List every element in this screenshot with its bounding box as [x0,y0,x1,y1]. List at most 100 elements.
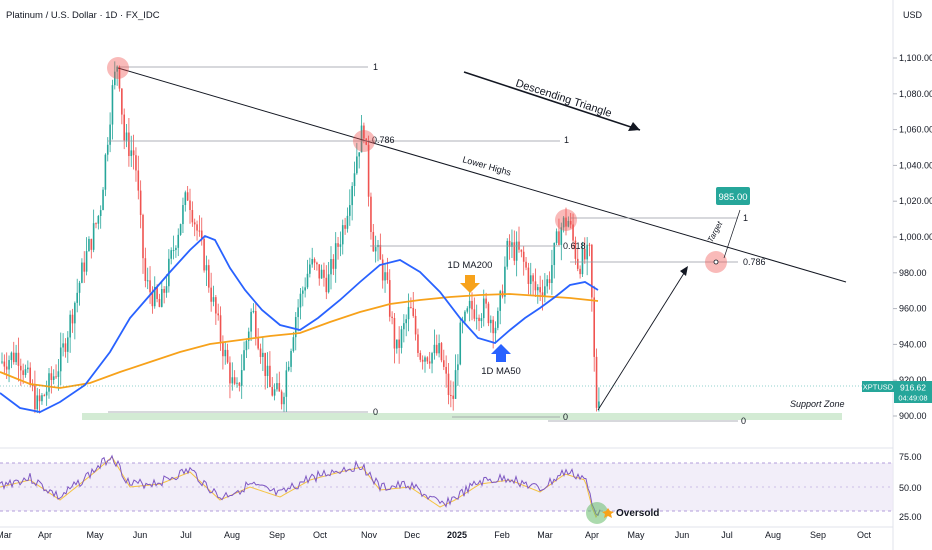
candle-body [384,272,386,281]
candle-body [334,243,337,269]
candle-body [8,360,10,370]
candle-body [278,383,281,392]
candle-body [132,150,135,156]
candle-body [81,262,83,283]
candle-body [106,144,109,155]
candle-body [306,273,309,288]
candle-body [576,258,579,269]
candle-body [555,231,558,243]
candle-body [15,352,17,363]
x-tick-label: Apr [38,530,52,540]
candle-body [22,370,24,375]
candle-body [5,366,8,370]
fib-a-top-label: 1 [373,62,378,72]
candle-body [363,125,365,139]
candle-body [490,319,492,324]
candle-body [558,231,560,245]
candle-body [316,262,318,265]
candle-body [360,125,363,153]
candle-body [83,262,86,272]
candle-body [142,214,144,259]
candle-body [41,395,43,402]
candle-body [433,344,436,354]
candle-body [182,205,184,225]
candle-body [349,205,351,216]
arrow-head-icon [628,122,640,131]
y-tick-label: 1,040.00 [899,160,932,170]
rsi-tick-label: 75.00 [899,452,922,462]
candle-body [297,307,299,318]
candle-body [341,225,344,245]
candle-body [548,279,551,284]
candle-body [31,384,34,386]
candle-body [247,331,250,341]
candle-body [485,298,487,304]
candle-body [313,259,316,263]
candle-body [109,124,111,145]
target-price-tag [716,187,750,205]
last-price-tag [894,381,932,403]
high-circle-3 [555,209,577,231]
candle-body [151,292,154,307]
candle-body [78,282,81,293]
candle-body [492,319,494,334]
candle-body [222,341,224,357]
symbol-tag-text: XPTUSD [863,383,894,392]
candle-body [135,155,137,171]
time-axis[interactable]: Mar Apr May Jun Jul Aug Sep Oct Nov Dec 2025 Feb Mar… [0,530,871,540]
candle-body [95,223,97,225]
rsi-tick-label: 50.00 [899,483,922,493]
candle-body [311,259,313,265]
ma50-line [0,234,599,413]
candle-body [327,274,330,293]
fib-b-bottom-label: 0 [563,412,568,422]
y-tick-label: 1,020.00 [899,196,932,206]
candle-body [215,297,217,314]
candle-body [351,186,353,206]
x-tick-label: 2025 [447,530,467,540]
price-axis[interactable]: 1,100.00 1,080.00 1,060.00 1,040.00 1,020.00… [893,53,932,421]
x-tick-label: Jul [180,530,192,540]
high-circle-1 [107,57,129,79]
x-tick-label: Aug [765,530,781,540]
candle-body [511,242,513,247]
candle-body [475,317,478,319]
candle-body [464,311,466,322]
candle-body [156,286,158,299]
candle-body [539,287,541,293]
candle-body [403,323,405,330]
candle-body [447,373,450,396]
candle-body [224,349,227,357]
candle-body [189,200,191,211]
candle-body [45,391,48,396]
candle-body [318,264,321,279]
candle-body [252,311,255,313]
candle-body [219,315,222,342]
candle-body [567,220,570,227]
x-tick-label: Dec [404,530,421,540]
candle-body [24,369,27,375]
candle-body [527,267,530,284]
candle-body [299,293,302,308]
last-price-text: 916.62 [900,383,926,393]
lower-highs-trendline [117,67,847,283]
candle-body [269,365,271,387]
candle-body [123,114,125,141]
support-zone-label: Support Zone [790,399,845,409]
candle-body [302,290,304,294]
ma50-label: 1D MA50 [481,366,521,377]
candle-body [184,192,187,206]
candle-body [529,275,532,284]
candle-body [90,238,93,250]
ma200-line [0,293,599,389]
candle-body [128,132,130,157]
candle-body [391,316,393,318]
fib-a-bottom-label: 0 [373,407,378,417]
candle-body [55,376,57,378]
candle-body [114,71,116,86]
candle-body [370,196,372,232]
candle-body [177,234,180,248]
candle-body [546,279,548,287]
